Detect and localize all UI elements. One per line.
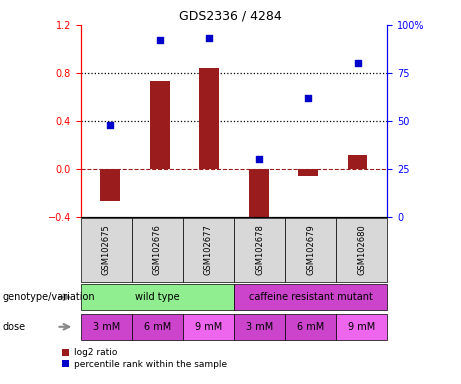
Bar <box>336 218 387 282</box>
Text: 6 mM: 6 mM <box>297 322 324 332</box>
Bar <box>249 169 269 225</box>
Text: GSM102678: GSM102678 <box>255 225 264 275</box>
Text: 6 mM: 6 mM <box>144 322 171 332</box>
Text: genotype/variation: genotype/variation <box>2 292 95 302</box>
Bar <box>199 68 219 169</box>
Text: 9 mM: 9 mM <box>195 322 222 332</box>
Text: GSM102675: GSM102675 <box>102 225 111 275</box>
Text: GSM102679: GSM102679 <box>306 225 315 275</box>
Text: dose: dose <box>2 322 25 332</box>
Legend: log2 ratio, percentile rank within the sample: log2 ratio, percentile rank within the s… <box>62 348 227 369</box>
Bar <box>183 218 234 282</box>
Text: 3 mM: 3 mM <box>246 322 273 332</box>
Bar <box>285 218 336 282</box>
Text: GSM102676: GSM102676 <box>153 225 162 275</box>
Text: 3 mM: 3 mM <box>93 322 120 332</box>
Bar <box>100 169 120 201</box>
Bar <box>81 284 234 310</box>
Point <box>354 60 361 66</box>
Text: 9 mM: 9 mM <box>348 322 375 332</box>
Point <box>156 37 164 43</box>
Bar <box>132 314 183 340</box>
Text: GSM102680: GSM102680 <box>357 225 366 275</box>
Bar <box>348 155 367 169</box>
Bar <box>183 314 234 340</box>
Bar <box>234 314 285 340</box>
Bar <box>150 81 170 169</box>
Bar <box>298 169 318 176</box>
Point <box>255 156 262 162</box>
Bar <box>234 218 285 282</box>
Bar <box>81 218 132 282</box>
Bar <box>132 218 183 282</box>
Bar <box>81 314 132 340</box>
Text: caffeine resistant mutant: caffeine resistant mutant <box>248 292 372 302</box>
Text: wild type: wild type <box>135 292 180 302</box>
Point <box>206 35 213 41</box>
Bar <box>285 314 336 340</box>
Text: GDS2336 / 4284: GDS2336 / 4284 <box>179 10 282 23</box>
Bar <box>234 284 387 310</box>
Point <box>106 122 114 128</box>
Point <box>304 95 312 101</box>
Text: GSM102677: GSM102677 <box>204 225 213 275</box>
Bar <box>336 314 387 340</box>
